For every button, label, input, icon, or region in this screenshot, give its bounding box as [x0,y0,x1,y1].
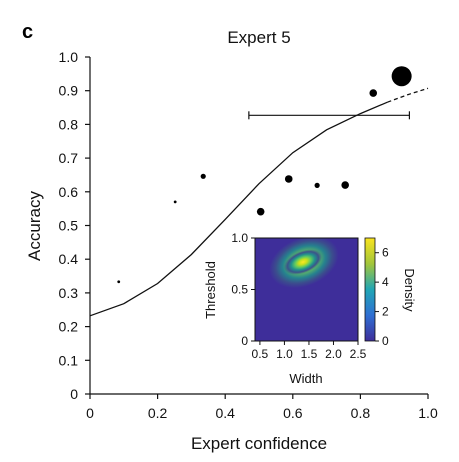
x-tick-label: 1.0 [418,405,438,421]
inset-colorbar-tick-label: 6 [382,246,389,260]
y-ticks: 0 0.1 0.2 0.3 0.4 0.5 0.6 0.7 0.8 0.9 1.0 [59,49,90,402]
inset-x-tick-label: 0.5 [252,347,269,361]
y-tick-label: 1.0 [59,49,79,65]
y-tick-label: 0.7 [59,150,79,166]
data-point [284,175,293,183]
data-point [391,66,412,87]
x-tick-label: 0 [86,405,94,421]
chart-title: Expert 5 [227,28,290,47]
data-point [173,200,177,204]
inset-x-label: Width [289,371,322,386]
data-point [314,182,320,188]
fit-curve-extrapolation [387,87,429,103]
inset-colorbar-label: Density [402,268,417,312]
data-point [341,181,349,189]
data-point [117,280,121,284]
error-bar-group [248,111,411,120]
inset-y-label: Threshold [203,261,218,319]
inset-colorbar [364,237,376,342]
x-tick-label: 0.8 [351,405,371,421]
inset-y-tick-label: 0.5 [231,283,248,297]
y-tick-label: 0.6 [59,184,79,200]
inset-x-tick-label: 2.5 [350,347,367,361]
inset-y-tick-label: 0 [241,334,248,348]
fit-curve-group [89,87,429,317]
y-tick-label: 0.9 [59,83,79,99]
y-tick-label: 0.3 [59,285,79,301]
x-axis-label: Expert confidence [191,434,327,453]
data-point [256,207,265,216]
inset-colorbar-tick-label: 4 [382,275,389,289]
data-point [369,89,378,97]
data-points [117,66,412,284]
x-tick-label: 0.2 [148,405,168,421]
panel-label: c [22,21,33,43]
y-tick-label: 0.4 [59,251,79,267]
inset-y-ticks: 0 0.5 1.0 [231,231,255,348]
y-tick-label: 0.5 [59,218,79,234]
x-tick-label: 0.4 [215,405,235,421]
y-axis-label: Accuracy [25,191,44,261]
inset-x-tick-label: 1.5 [301,347,318,361]
inset-colorbar-ticks: 0 2 4 6 [375,246,389,348]
inset-colorbar-tick-label: 0 [382,334,389,348]
y-tick-label: 0.2 [59,319,79,335]
fit-curve [89,101,388,317]
inset-y-tick-label: 1.0 [231,231,248,245]
inset-colorbar-tick-label: 2 [382,305,389,319]
data-point [200,173,206,179]
axes: 0 0.2 0.4 0.6 0.8 1.0 00.10.20.30.40.50.60.70… [59,49,438,421]
inset-x-ticks: 0.5 1.0 1.5 2.0 2.5 [252,341,367,361]
inset: 0.5 1.0 1.5 2.0 2.5 0 0.5 1.0 0 2 4 6 Width Thres… [203,231,417,386]
y-tick-label: 0 [70,386,78,402]
y-tick-label: 0.1 [59,352,79,368]
inset-x-tick-label: 1.0 [276,347,293,361]
inset-x-tick-label: 2.0 [325,347,342,361]
x-ticks: 0 0.2 0.4 0.6 0.8 1.0 [86,394,438,421]
inset-heatmap-peak [284,249,322,275]
x-tick-label: 0.6 [283,405,303,421]
y-tick-label: 0.8 [59,116,79,132]
